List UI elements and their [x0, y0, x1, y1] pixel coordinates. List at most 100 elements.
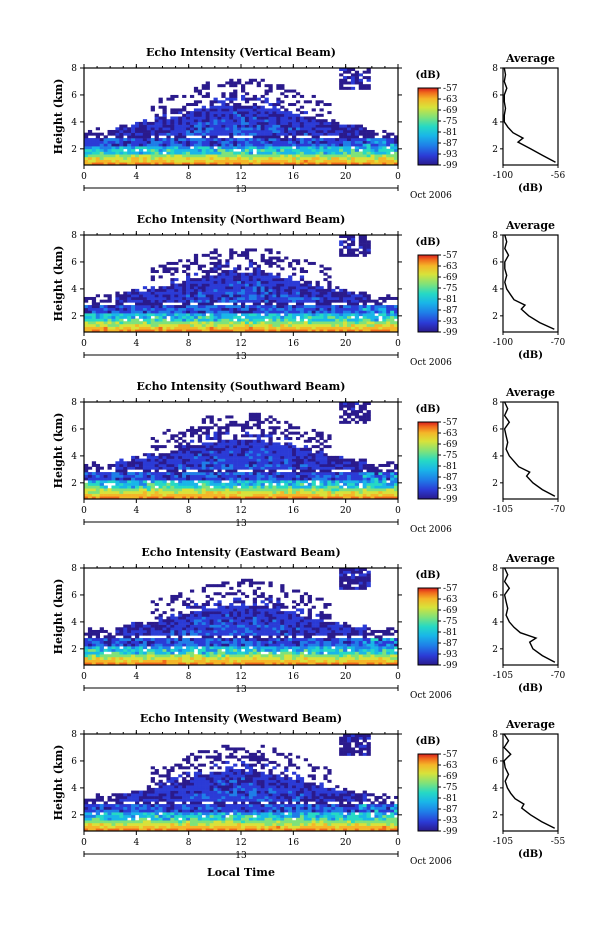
- heatmap-cell: [288, 323, 293, 327]
- heatmap-cell: [272, 480, 277, 484]
- heatmap-cell: [182, 474, 187, 478]
- heatmap-cell: [303, 321, 309, 325]
- heatmap-cell: [252, 302, 257, 306]
- heatmap-cell: [244, 450, 250, 454]
- heatmap-cell: [221, 490, 226, 494]
- heatmap-cell: [213, 121, 218, 125]
- heatmap-cell: [386, 315, 391, 319]
- heatmap-cell: [323, 302, 328, 306]
- heatmap-cell: [241, 299, 246, 303]
- heatmap-cell: [378, 156, 383, 160]
- heatmap-cell: [292, 318, 297, 322]
- heatmap-cell: [186, 111, 191, 115]
- heatmap-cell: [268, 472, 273, 476]
- heatmap-cell: [354, 70, 360, 74]
- heatmap-cell: [362, 159, 367, 163]
- heatmap-cell: [319, 140, 324, 144]
- heatmap-cell: [343, 70, 348, 74]
- heatmap-cell: [131, 129, 136, 133]
- heatmap-cell: [99, 640, 104, 644]
- heatmap-cell: [158, 143, 163, 147]
- heatmap-cell: [99, 318, 104, 322]
- heatmap-cell: [209, 278, 214, 282]
- heatmap-cell: [217, 480, 222, 484]
- colorbar-tick-label: -57: [443, 251, 458, 261]
- heatmap-cell: [260, 108, 265, 112]
- heatmap-cell: [201, 127, 206, 131]
- heatmap-cell: [390, 461, 395, 465]
- heatmap-cell: [186, 313, 191, 317]
- heatmap-cell: [225, 310, 230, 314]
- heatmap-cell: [346, 81, 352, 85]
- heatmap-cell: [295, 156, 301, 160]
- heatmap-cell: [189, 162, 195, 166]
- heatmap-cell: [366, 490, 371, 494]
- heatmap-cell: [327, 469, 332, 473]
- heatmap-cell: [107, 143, 112, 147]
- heatmap-cell: [276, 283, 281, 287]
- heatmap-cell: [264, 315, 269, 319]
- heatmap-cell: [170, 132, 175, 136]
- heatmap-cell: [209, 453, 214, 457]
- heatmap-cell: [252, 283, 257, 287]
- heatmap-cell: [233, 445, 238, 449]
- heatmap-cell: [205, 291, 210, 295]
- heatmap-cell: [276, 426, 281, 430]
- heatmap-cell: [374, 329, 379, 333]
- heatmap-cell: [229, 113, 234, 117]
- heatmap-cell: [221, 159, 226, 163]
- heatmap-cell: [217, 482, 222, 486]
- heatmap-cell: [217, 490, 222, 494]
- heatmap-cell: [123, 156, 128, 160]
- heatmap-cell: [209, 256, 214, 260]
- heatmap-cell: [331, 138, 336, 142]
- heatmap-cell: [354, 305, 360, 309]
- heatmap-cell: [95, 135, 100, 139]
- heatmap-cell: [284, 477, 289, 481]
- heatmap-cell: [237, 458, 242, 462]
- heatmap-cell: [233, 108, 238, 112]
- heatmap-cell: [303, 143, 309, 147]
- heatmap-cell: [256, 140, 261, 144]
- heatmap-cell: [123, 461, 128, 465]
- heatmap-cell: [295, 259, 301, 263]
- heatmap-cell: [237, 253, 242, 257]
- heatmap-cell: [111, 472, 116, 476]
- heatmap-cell: [127, 140, 132, 144]
- heatmap-cell: [248, 97, 254, 101]
- heatmap-cell: [311, 261, 316, 265]
- heatmap-cell: [119, 488, 124, 492]
- heatmap-cell: [370, 469, 375, 473]
- heatmap-cell: [272, 469, 277, 473]
- heatmap-cell: [162, 148, 167, 152]
- heatmap-cell: [343, 245, 348, 249]
- heatmap-cell: [288, 490, 293, 494]
- heatmap-cell: [307, 453, 312, 457]
- heatmap-cell: [162, 305, 167, 309]
- heatmap-cell: [382, 488, 387, 492]
- heatmap-cell: [248, 162, 254, 166]
- heatmap-cell: [189, 326, 195, 330]
- heatmap-cell: [280, 315, 285, 319]
- heatmap-cell: [331, 127, 336, 131]
- heatmap-cell: [162, 286, 167, 290]
- heatmap-cell: [115, 640, 120, 644]
- heatmap-cell: [237, 318, 242, 322]
- heatmap-cell: [166, 326, 171, 330]
- heatmap-cell: [154, 490, 159, 494]
- heatmap-cell: [327, 159, 332, 163]
- heatmap-cell: [303, 445, 309, 449]
- heatmap-cell: [174, 299, 179, 303]
- heatmap-cell: [197, 493, 203, 497]
- heatmap-cell: [233, 323, 238, 327]
- heatmap-cell: [264, 89, 269, 93]
- heatmap-cell: [303, 121, 309, 125]
- heatmap-cell: [315, 135, 320, 139]
- heatmap-cell: [288, 283, 293, 287]
- average-y-tick-label: 6: [492, 258, 498, 268]
- heatmap-cell: [205, 283, 210, 287]
- heatmap-cell: [178, 296, 183, 300]
- heatmap-cell: [213, 119, 218, 123]
- heatmap-cell: [197, 490, 203, 494]
- heatmap-cell: [115, 638, 120, 642]
